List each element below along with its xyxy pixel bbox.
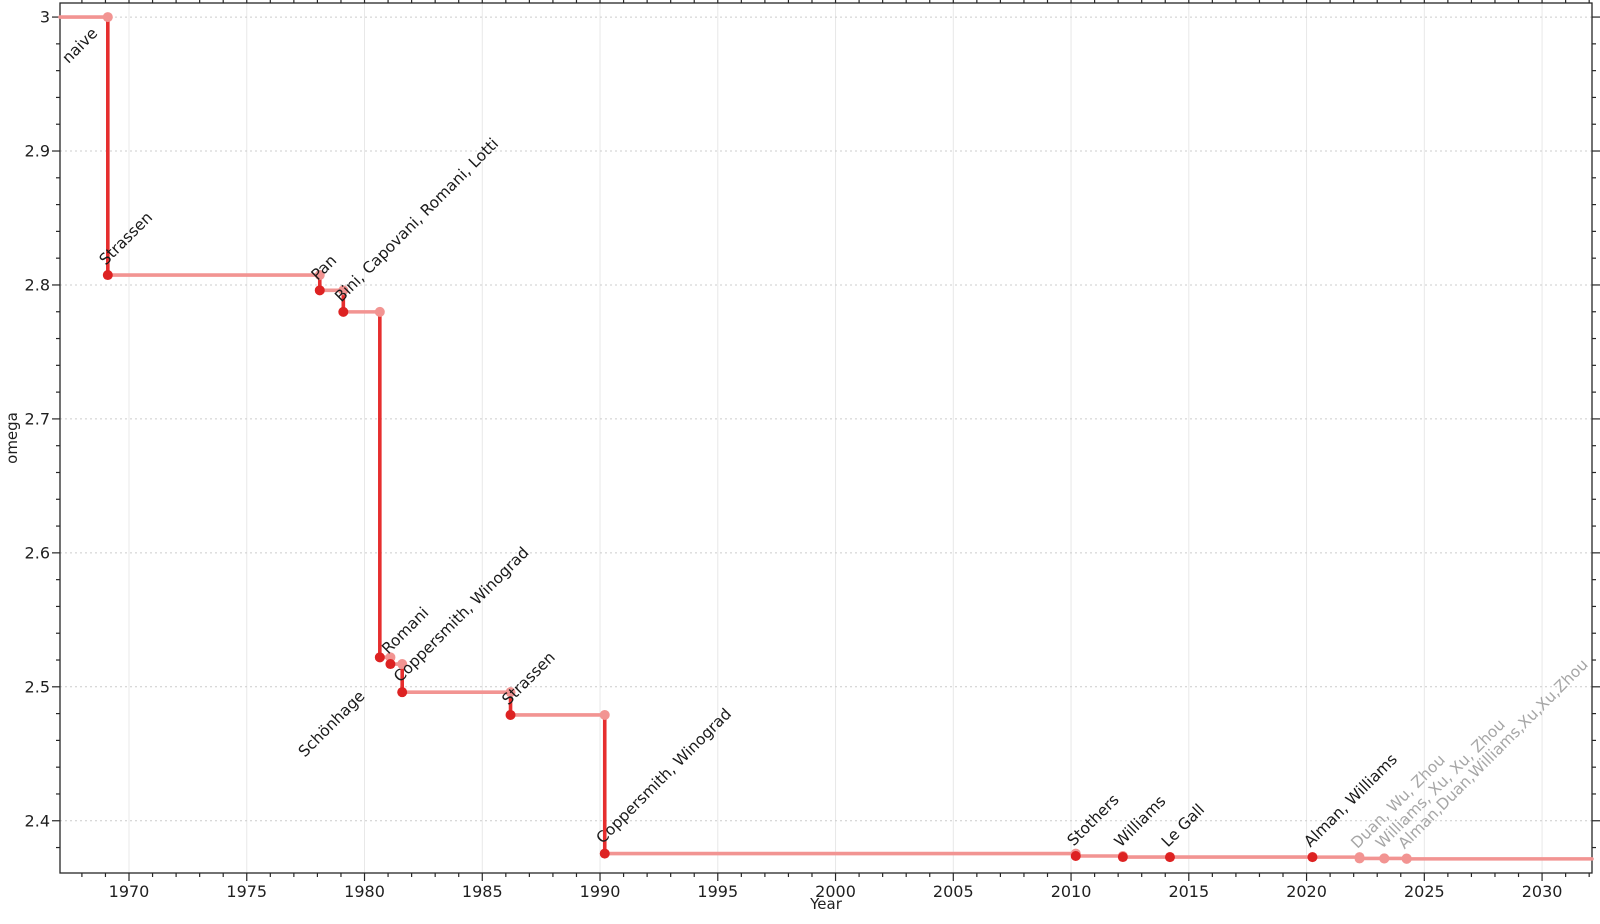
point-label-group: Williams, Xu, Xu, Zhou [1372, 716, 1509, 853]
data-point [599, 848, 610, 859]
x-tick-label: 2005 [933, 882, 974, 901]
point-label: Schönhage [295, 687, 369, 761]
x-tick-label: 1990 [580, 882, 621, 901]
y-axis-title: omega [3, 412, 21, 464]
x-tick-label: 2010 [1051, 882, 1092, 901]
y-tick-label: 3 [40, 8, 50, 27]
corner-point [314, 270, 325, 281]
data-point [1307, 852, 1318, 863]
x-tick-label: 2015 [1168, 882, 1209, 901]
corner-point [505, 687, 516, 698]
point-label-group: Pan [308, 251, 341, 284]
plot-border [59, 2, 1593, 874]
y-tick-label: 2.4 [25, 811, 50, 830]
y-tick-label: 2.5 [25, 677, 50, 696]
data-point [1379, 853, 1390, 864]
x-tick-label: 2025 [1404, 882, 1445, 901]
x-axis-title: Year [809, 895, 843, 913]
data-point [1070, 850, 1081, 861]
data-point [505, 709, 516, 720]
data-point [1117, 852, 1128, 863]
point-label-group: Schönhage [295, 687, 369, 761]
data-point [102, 270, 113, 281]
point-label-group: Strassen [96, 208, 156, 268]
data-point [338, 306, 349, 317]
point-label-group: naive [59, 24, 102, 67]
x-tick-label: 1985 [462, 882, 503, 901]
data-point [1401, 853, 1412, 864]
data-point [385, 659, 396, 670]
data-point [397, 687, 408, 698]
point-label: Williams, Xu, Xu, Zhou [1372, 716, 1509, 853]
y-tick-label: 2.9 [25, 142, 50, 161]
point-label: Strassen [499, 648, 559, 708]
corner-point [338, 285, 349, 296]
y-tick-label: 2.8 [25, 275, 50, 294]
data-point [374, 652, 385, 663]
point-label-group: Bini, Capovani, Romani, Lotti [331, 135, 502, 306]
point-label: Strassen [96, 208, 156, 268]
x-tick-label: 1970 [109, 882, 150, 901]
point-label: Pan [308, 251, 341, 284]
x-tick-label: 1980 [344, 882, 385, 901]
x-tick-label: 2030 [1522, 882, 1563, 901]
data-point [314, 285, 325, 296]
data-point [1164, 852, 1175, 863]
x-tick-label: 1975 [226, 882, 267, 901]
point-label: Coppersmith, Winograd [593, 705, 735, 847]
chart-render-root: 1970 1975 1980 1985 1990 1995 2000 2005 2010 2015… [25, 0, 1600, 901]
corner-point [374, 306, 385, 317]
corner-point [102, 12, 113, 23]
y-tick-label: 2.7 [25, 409, 50, 428]
point-label-group: Strassen [499, 648, 559, 708]
corner-point [397, 659, 408, 670]
y-tick-label: 2.6 [25, 543, 50, 562]
data-point [1354, 853, 1365, 864]
x-tick-label: 2000 [815, 882, 856, 901]
x-tick-label: 1995 [697, 882, 738, 901]
point-label: Bini, Capovani, Romani, Lotti [331, 135, 502, 306]
corner-point [599, 709, 610, 720]
point-label: naive [59, 24, 102, 67]
x-tick-label: 2020 [1286, 882, 1327, 901]
point-label-group: Coppersmith, Winograd [593, 705, 735, 847]
